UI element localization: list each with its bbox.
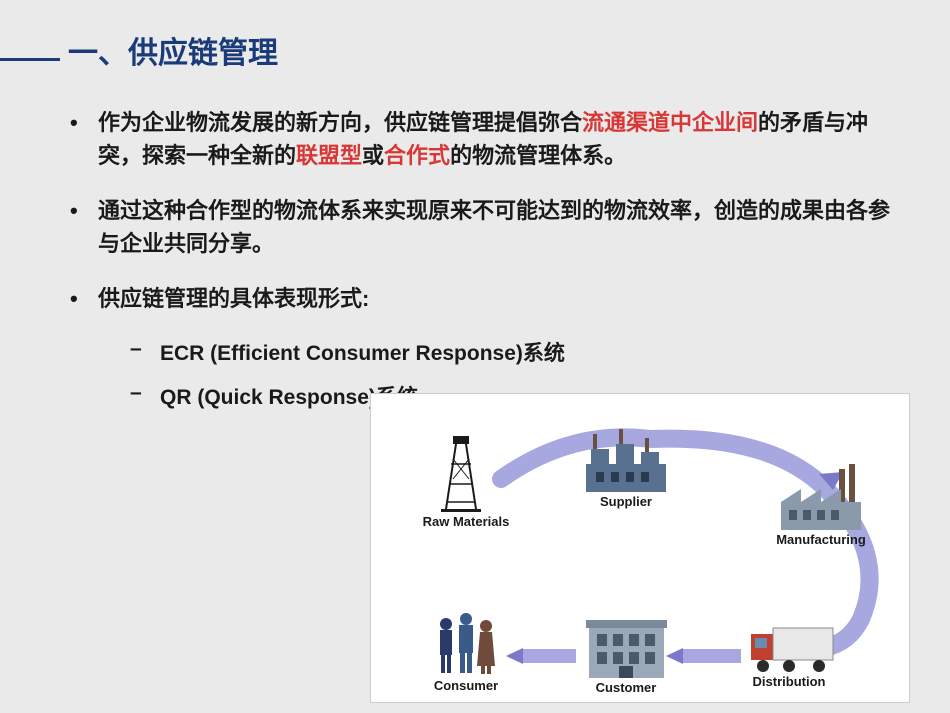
sub-bullet-item: ECR (Efficient Consumer Response)系统 (130, 337, 900, 367)
supplier-label: Supplier (600, 494, 652, 509)
text-segment: 的物流管理体系。 (450, 143, 626, 168)
distribution-icon (751, 628, 833, 672)
customer-label: Customer (596, 680, 657, 695)
header-accent-line (0, 58, 60, 61)
slide-title: 一、供应链管理 (68, 28, 950, 72)
consumer-label: Consumer (434, 678, 498, 693)
text-segment: 合作式 (384, 143, 450, 168)
text-segment: 通过这种合作型的物流体系来实现原来不可能达到的物流效率，创造的成果由各参与企业共… (98, 198, 890, 256)
raw-materials-icon (441, 436, 481, 512)
bullet-item: 作为企业物流发展的新方向，供应链管理提倡弥合流通渠道中企业间的矛盾与冲突，探索一… (70, 106, 900, 172)
consumer-icon (440, 613, 495, 674)
slide-header: 一、供应链管理 (0, 0, 950, 82)
bullet-list: 作为企业物流发展的新方向，供应链管理提倡弥合流通渠道中企业间的矛盾与冲突，探索一… (70, 106, 900, 411)
text-segment: 联盟型 (296, 143, 362, 168)
raw-materials-label: Raw Materials (423, 514, 510, 529)
slide-content: 作为企业物流发展的新方向，供应链管理提倡弥合流通渠道中企业间的矛盾与冲突，探索一… (0, 82, 950, 411)
manufacturing-label: Manufacturing (776, 532, 866, 547)
supply-chain-diagram: Raw Materials Supplier (370, 393, 910, 703)
text-segment: 流通渠道中企业间 (582, 110, 758, 135)
text-segment: 作为企业物流发展的新方向，供应链管理提倡弥合 (98, 110, 582, 135)
customer-icon (586, 620, 667, 678)
bullet-item: 供应链管理的具体表现形式: (70, 282, 900, 315)
bullet-item: 通过这种合作型的物流体系来实现原来不可能达到的物流效率，创造的成果由各参与企业共… (70, 194, 900, 260)
text-segment: 供应链管理的具体表现形式: (98, 286, 369, 311)
distribution-label: Distribution (753, 674, 826, 689)
text-segment: 或 (362, 143, 384, 168)
